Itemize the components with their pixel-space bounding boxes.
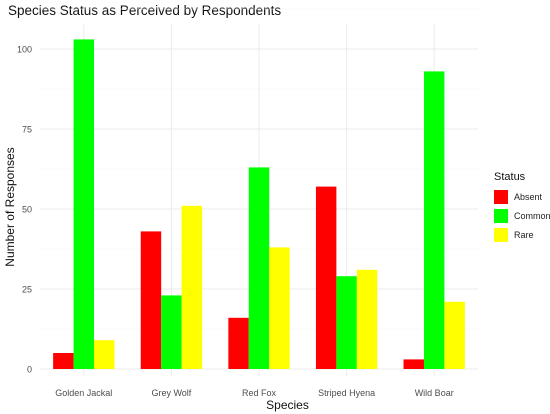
- x-tick-labels: Golden Jackal Grey Wolf Red Fox Striped Hye…: [55, 388, 453, 398]
- legend-label: Rare: [514, 229, 534, 240]
- bar-rare-striped-hyena: [356, 269, 378, 369]
- legend-swatch: [494, 189, 508, 204]
- x-tick-label: Striped Hyena: [318, 388, 375, 398]
- legend-label: Absent: [514, 191, 543, 202]
- legend-item-absent: Absent: [494, 187, 550, 206]
- bar-rare-wild-boar: [444, 301, 465, 369]
- bar-absent-golden-jackal: [53, 353, 74, 369]
- bar-rare-red-fox: [269, 247, 290, 369]
- chart-title: Species Status as Perceived by Responden…: [8, 3, 282, 18]
- bar-common-grey-wolf: [161, 295, 182, 369]
- bar-common-striped-hyena: [336, 276, 357, 369]
- bars-layer: [53, 39, 465, 370]
- y-axis-title: Number of Responses: [3, 147, 17, 267]
- y-tick-label: 50: [22, 205, 32, 215]
- y-tick-label: 75: [22, 125, 32, 135]
- x-tick-label: Red Fox: [242, 388, 277, 398]
- bar-absent-wild-boar: [403, 359, 424, 369]
- legend-swatch: [494, 227, 508, 242]
- x-tick-label: Golden Jackal: [55, 388, 112, 398]
- legend-items: Absent Common Rare: [494, 187, 550, 244]
- bar-common-wild-boar: [423, 71, 445, 370]
- legend: Status Absent Common Rare: [494, 171, 550, 244]
- y-tick-labels: 0 25 50 75 100: [17, 45, 32, 375]
- legend-item-rare: Rare: [494, 225, 550, 244]
- x-tick-label: Grey Wolf: [151, 388, 191, 398]
- bar-rare-golden-jackal: [94, 340, 115, 369]
- bar-absent-red-fox: [228, 317, 249, 369]
- bar-rare-grey-wolf: [181, 205, 203, 369]
- x-axis-title: Species: [266, 398, 309, 412]
- y-tick-label: 0: [27, 365, 32, 375]
- legend-label: Common: [514, 210, 550, 221]
- bar-common-red-fox: [248, 167, 270, 369]
- legend-item-common: Common: [494, 206, 550, 225]
- y-tick-label: 25: [22, 285, 32, 295]
- bar-absent-striped-hyena: [315, 186, 337, 369]
- legend-title: Status: [494, 171, 526, 183]
- legend-swatch: [494, 208, 508, 223]
- y-tick-label: 100: [17, 45, 32, 55]
- bar-absent-grey-wolf: [140, 231, 162, 369]
- bar-common-golden-jackal: [73, 39, 95, 370]
- x-tick-label: Wild Boar: [415, 388, 454, 398]
